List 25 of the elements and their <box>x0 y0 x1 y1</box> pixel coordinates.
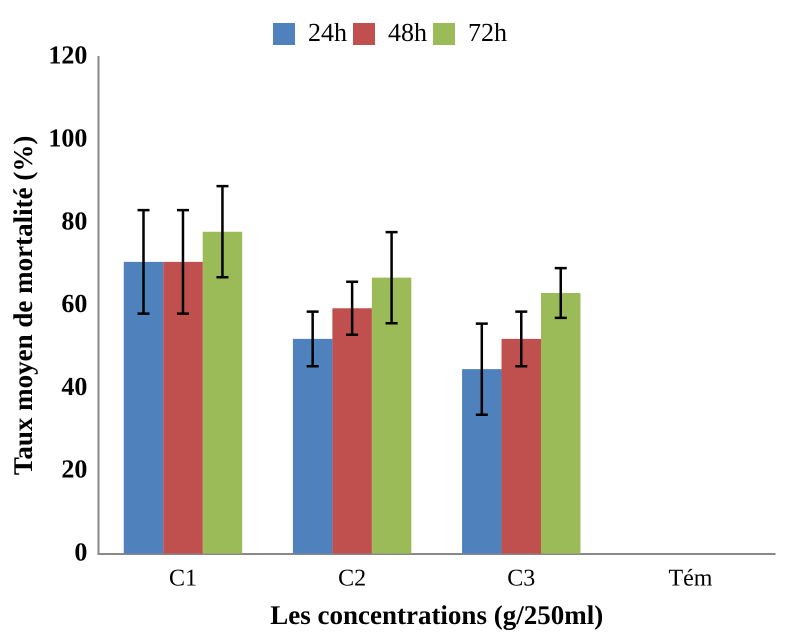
bar <box>462 369 502 554</box>
y-tick-label: 100 <box>48 124 88 153</box>
legend-label: 24h <box>308 18 347 47</box>
bar <box>202 232 242 554</box>
x-tick-label: C2 <box>338 565 366 592</box>
y-tick-label: 80 <box>61 206 88 236</box>
bar <box>541 292 580 554</box>
bar <box>124 262 164 554</box>
bar <box>372 278 412 554</box>
y-tick-label: 40 <box>61 372 88 401</box>
bar <box>332 308 372 554</box>
bar <box>292 338 332 554</box>
x-axis-title: Les concentrations (g/250ml) <box>270 600 604 630</box>
y-tick-label: 120 <box>48 40 88 70</box>
legend-label: 72h <box>468 18 507 47</box>
y-axis-title: Taux moyen de mortalité (%) <box>8 136 38 476</box>
bar <box>163 262 203 554</box>
legend-label: 48h <box>388 18 427 47</box>
y-tick-label: 20 <box>61 454 88 484</box>
x-tick-label: C1 <box>168 565 197 592</box>
x-tick-label: C3 <box>507 565 536 592</box>
bar <box>502 338 542 554</box>
y-tick-label: 0 <box>74 538 88 567</box>
y-tick-label: 60 <box>61 289 88 318</box>
x-tick-label: Tém <box>668 565 713 592</box>
